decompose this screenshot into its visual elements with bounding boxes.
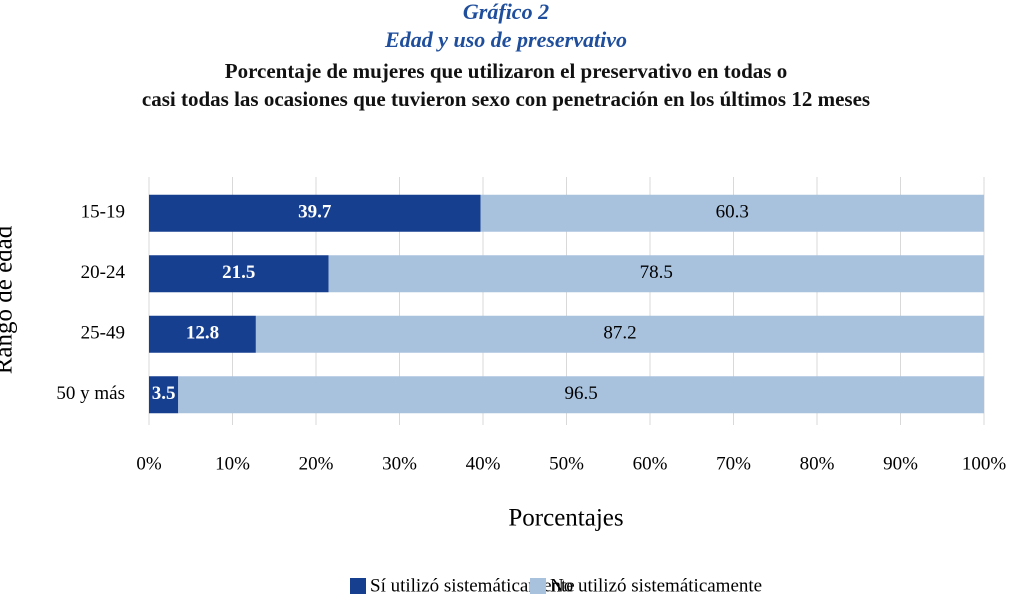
chart-title: Edad y uso de preservativo bbox=[384, 27, 627, 52]
data-label: 96.5 bbox=[564, 383, 597, 404]
legend-swatch bbox=[530, 578, 546, 594]
y-tick-label: 25-49 bbox=[81, 323, 125, 344]
x-tick-label: 10% bbox=[215, 453, 250, 474]
y-tick-label: 50 y más bbox=[56, 383, 125, 404]
x-tick-label: 40% bbox=[466, 453, 501, 474]
bar-segment bbox=[255, 315, 984, 353]
x-tick-label: 90% bbox=[883, 453, 918, 474]
x-tick-label: 20% bbox=[299, 453, 334, 474]
data-label: 60.3 bbox=[716, 202, 749, 223]
x-tick-label: 80% bbox=[800, 453, 835, 474]
bar-segment bbox=[178, 376, 985, 414]
legend-label: Sí utilizó sistemáticamente bbox=[370, 575, 575, 596]
chart-subtitle: casi todas las ocasiones que tuvieron se… bbox=[142, 87, 870, 111]
bar-segment bbox=[149, 315, 256, 353]
y-tick-label: 15-19 bbox=[81, 202, 125, 223]
data-label: 39.7 bbox=[298, 202, 332, 223]
x-tick-label: 70% bbox=[716, 453, 751, 474]
bar-segment bbox=[328, 255, 984, 293]
x-axis-label: Porcentajes bbox=[508, 505, 623, 532]
x-tick-label: 60% bbox=[633, 453, 668, 474]
x-tick-label: 30% bbox=[382, 453, 417, 474]
y-tick-label: 20-24 bbox=[81, 262, 126, 283]
chart-title: Gráfico 2 bbox=[463, 0, 549, 24]
bar-segment bbox=[149, 255, 329, 293]
data-label: 87.2 bbox=[603, 323, 636, 344]
x-tick-label: 100% bbox=[962, 453, 1007, 474]
data-label: 3.5 bbox=[152, 383, 176, 404]
data-label: 21.5 bbox=[222, 262, 255, 283]
bar-segment bbox=[149, 194, 481, 232]
data-label: 12.8 bbox=[186, 323, 219, 344]
bar-segment bbox=[149, 376, 179, 414]
data-label: 78.5 bbox=[640, 262, 673, 283]
bar-segment bbox=[480, 194, 984, 232]
x-tick-label: 50% bbox=[549, 453, 584, 474]
legend-label: No utilizó sistemáticamente bbox=[550, 575, 762, 596]
chart-subtitle: Porcentaje de mujeres que utilizaron el … bbox=[225, 59, 787, 83]
y-axis-label: Rango de edad bbox=[0, 225, 18, 374]
x-tick-label: 0% bbox=[136, 453, 162, 474]
legend-swatch bbox=[350, 578, 366, 594]
